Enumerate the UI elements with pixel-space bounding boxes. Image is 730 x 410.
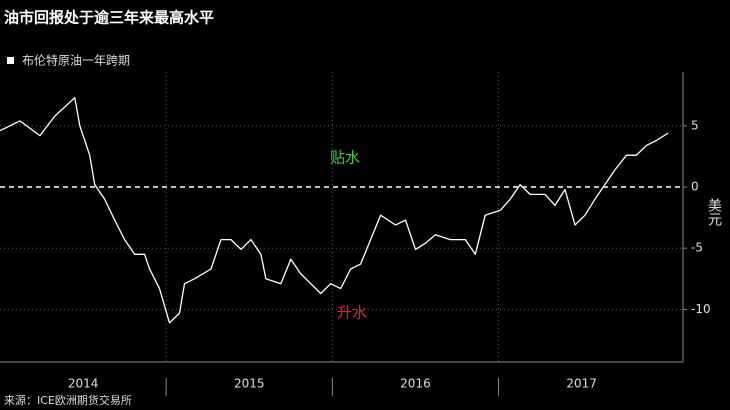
chart-title: 油市回报处于逾三年来最高水平 (4, 9, 214, 27)
x-tick-label: 2017 (566, 377, 597, 391)
x-tick-label: 2015 (234, 377, 265, 391)
annotation: 贴水 (330, 149, 360, 167)
line (0, 97, 669, 324)
y-tick-label: -5 (691, 241, 703, 255)
y-tick-label: -10 (691, 302, 711, 316)
legend-swatch (7, 57, 14, 64)
source: 来源：ICE欧洲期货交易所 (4, 393, 132, 407)
x-tick-label: 2014 (68, 377, 99, 391)
annotation: 升水 (337, 304, 367, 322)
x-tick-label: 2016 (400, 377, 431, 391)
y-tick-label: 0 (691, 180, 699, 194)
y-axis-label: 美元 (706, 198, 722, 227)
legend-label: 布伦特原油一年跨期 (22, 53, 130, 68)
y-tick-label: 5 (691, 118, 699, 132)
